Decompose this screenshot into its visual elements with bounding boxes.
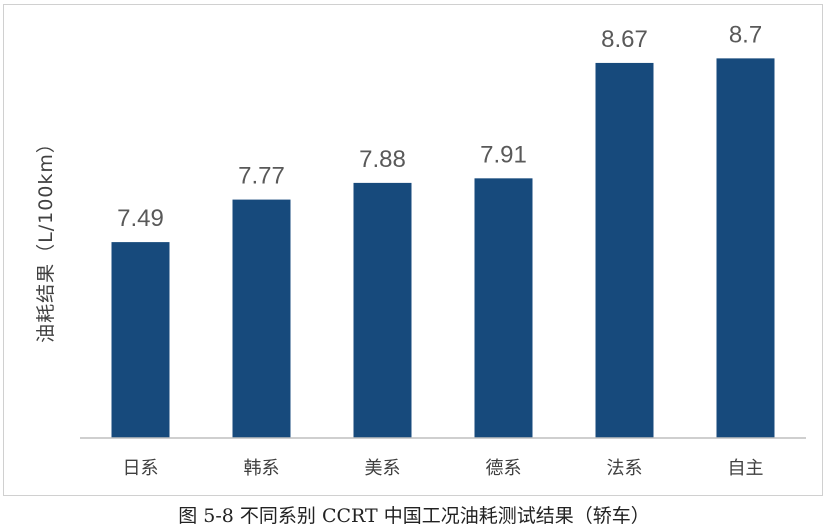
bar-0	[111, 242, 170, 438]
bar-3	[474, 178, 533, 439]
figure-caption: 图 5-8 不同系别 CCRT 中国工况油耗测试结果（轿车）	[178, 505, 650, 527]
value-label-5: 8.7	[729, 21, 762, 48]
category-label-0: 日系	[123, 458, 159, 479]
value-label-0: 7.49	[117, 205, 164, 232]
bar-chart: 7.49 7.77 7.88 7.91 8.67 8.7 日系 韩系 美系 德系 法系 自主 油耗结…	[35, 21, 806, 479]
y-axis-title: 油耗结果（L/100km）	[35, 133, 57, 343]
category-label-2: 美系	[365, 458, 401, 479]
bar-2	[353, 182, 412, 438]
category-label-1: 韩系	[244, 458, 280, 479]
bar-5	[716, 58, 775, 439]
value-label-2: 7.88	[359, 146, 406, 173]
value-label-1: 7.77	[238, 163, 285, 190]
value-label-3: 7.91	[480, 141, 527, 168]
bar-1	[232, 199, 291, 438]
category-labels-layer: 日系 韩系 美系 德系 法系 自主	[123, 458, 764, 479]
bar-4	[595, 62, 654, 438]
category-label-4: 法系	[607, 458, 643, 479]
value-label-4: 8.67	[601, 26, 648, 53]
value-labels-layer: 7.49 7.77 7.88 7.91 8.67 8.7	[117, 21, 762, 232]
bars-layer	[111, 58, 775, 439]
category-label-3: 德系	[486, 458, 522, 479]
category-label-5: 自主	[728, 458, 764, 479]
